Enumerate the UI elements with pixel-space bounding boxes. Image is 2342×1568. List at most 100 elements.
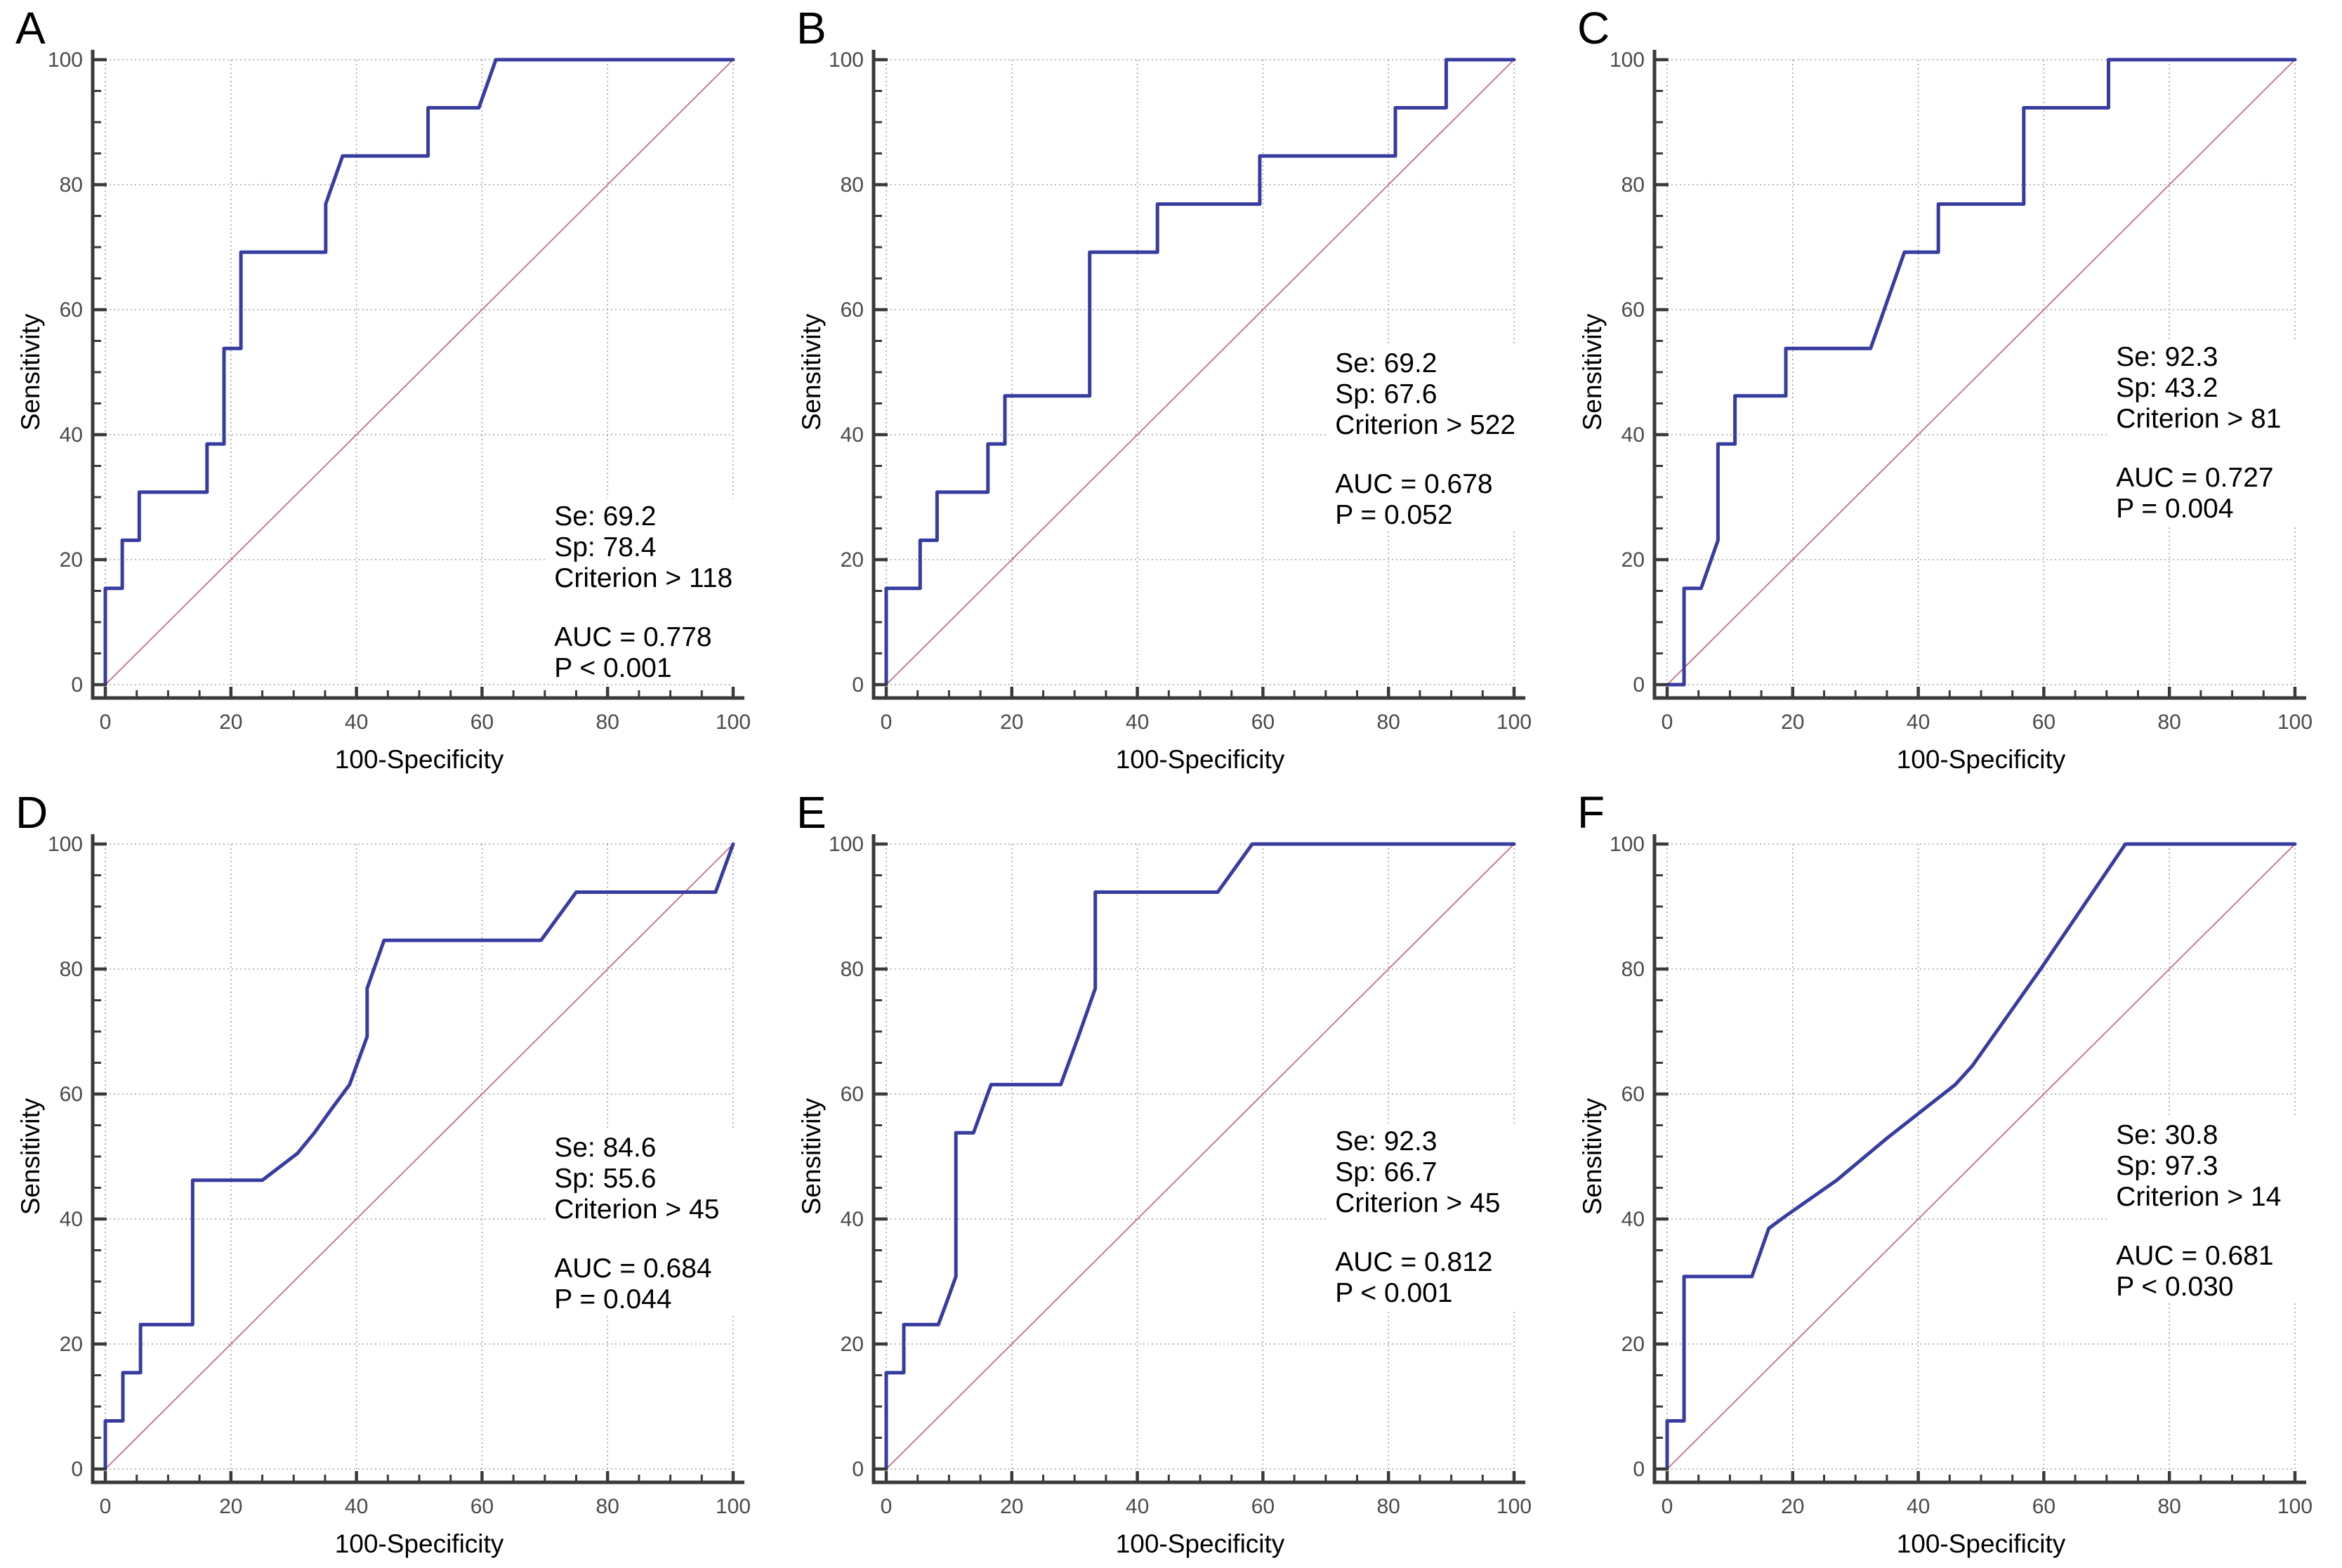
- x-tick-label: 0: [100, 1495, 112, 1518]
- annotation-p: P = 0.052: [1335, 500, 1452, 530]
- reference-diagonal-line: [886, 59, 1515, 685]
- y-tick-label: 0: [71, 1458, 83, 1481]
- y-tick-label: 0: [852, 673, 864, 697]
- x-tick-label: 40: [1907, 711, 1930, 734]
- roc-curve: [884, 58, 1516, 687]
- y-tick-label: 100: [829, 48, 864, 72]
- x-tick-label: 0: [881, 711, 893, 734]
- y-tick-label: 0: [1633, 1458, 1645, 1481]
- reference-diagonal-line: [1666, 59, 2296, 685]
- x-tick-label: 100: [1496, 1495, 1532, 1518]
- y-tick-label: 60: [841, 1083, 864, 1106]
- x-tick-label: 40: [1126, 1495, 1149, 1518]
- roc-chart-c: 00 20 20 40 40 60 60 80 80 100 100 100-Specificity S…: [1562, 0, 2342, 784]
- roc-curve: [1665, 842, 2297, 1471]
- x-tick-label: 0: [881, 1495, 893, 1518]
- y-tick-label: 20: [60, 1333, 83, 1356]
- annotation-se: Se: 84.6: [554, 1133, 656, 1163]
- annotation-sp: Sp: 43.2: [2116, 373, 2218, 403]
- annotation-criterion: Criterion > 45: [1335, 1188, 1500, 1218]
- roc-curve: [884, 842, 1516, 1471]
- annotation-p: P < 0.030: [2116, 1272, 2233, 1302]
- roc-chart-a: 00 20 20 40 40 60 60 80 80 100 100 100-Specificity S…: [0, 0, 780, 784]
- x-tick-label: 80: [2158, 711, 2181, 734]
- y-tick-label: 80: [1621, 958, 1645, 981]
- x-tick-label: 60: [1251, 711, 1275, 734]
- x-tick-label: 20: [219, 711, 242, 734]
- y-tick-label: 100: [48, 833, 83, 856]
- annotation-se: Se: 92.3: [1335, 1126, 1437, 1157]
- annotation-background: [1328, 1124, 1555, 1310]
- roc-chart-e: 00 20 20 40 40 60 60 80 80 100 100 100-Specificity S…: [781, 784, 1561, 1568]
- annotation-sp: Sp: 78.4: [554, 532, 656, 562]
- annotation-criterion: Criterion > 118: [554, 563, 732, 593]
- panel-letter: F: [1577, 787, 1605, 838]
- annotation-criterion: Criterion > 81: [2116, 404, 2281, 434]
- annotation-se: Se: 69.2: [554, 501, 656, 532]
- annotation-se: Se: 30.8: [2116, 1120, 2218, 1150]
- x-tick-label: 60: [1251, 1495, 1275, 1518]
- panel-a: 0 0 20 20 40 40 60 60 80 80 100 100 100-Specificity S…: [0, 0, 780, 784]
- x-axis-label: 100-Specificity: [1116, 745, 1285, 774]
- y-tick-label: 40: [60, 1208, 83, 1231]
- annotation-background: [547, 1130, 774, 1315]
- panel-b: 0 0 20 20 40 40 60 60 80 80 100 100 100-Specificity S…: [781, 0, 1561, 784]
- x-tick-label: 100: [716, 1495, 751, 1518]
- panel-letter: A: [15, 3, 46, 53]
- annotation-p: P < 0.001: [1335, 1278, 1452, 1308]
- panel-e: 0 0 20 20 40 40 60 60 80 80 100 100 100-Specificity S…: [781, 784, 1561, 1568]
- x-tick-label: 100: [1496, 711, 1532, 734]
- y-tick-label: 40: [841, 423, 864, 447]
- annotation-sp: Sp: 55.6: [554, 1164, 656, 1194]
- x-tick-label: 20: [219, 1495, 242, 1518]
- annotation-auc: AUC = 0.778: [554, 622, 711, 652]
- annotation-sp: Sp: 66.7: [1335, 1157, 1437, 1187]
- y-tick-label: 40: [1621, 423, 1645, 447]
- y-tick-label: 80: [60, 958, 83, 981]
- roc-curve: [103, 58, 735, 687]
- y-tick-label: 20: [1621, 548, 1645, 572]
- roc-chart-d: 00 20 20 40 40 60 60 80 80 100 100 100-Specificity S…: [0, 784, 780, 1568]
- y-tick-label: 80: [1621, 173, 1645, 197]
- panel-d: 0 0 20 20 40 40 60 60 80 80 100 100 100-Specificity S…: [0, 784, 780, 1568]
- y-axis-label: Sensitivity: [1578, 313, 1607, 430]
- x-tick-label: 100: [716, 711, 751, 734]
- panel-c: 0 0 20 20 40 40 60 60 80 80 100 100 100-Specificity S…: [1562, 0, 2342, 784]
- annotation-se: Se: 69.2: [1335, 348, 1437, 378]
- x-tick-label: 0: [1662, 1495, 1673, 1518]
- y-tick-label: 40: [841, 1208, 864, 1231]
- x-axis-label: 100-Specificity: [1897, 1529, 2066, 1558]
- y-tick-label: 0: [1633, 673, 1645, 697]
- annotation-criterion: Criterion > 14: [2116, 1182, 2281, 1212]
- annotation-p: P = 0.004: [2116, 494, 2233, 524]
- y-tick-label: 60: [1621, 1083, 1645, 1106]
- panel-letter: E: [796, 787, 827, 838]
- annotation-auc: AUC = 0.678: [1335, 469, 1492, 499]
- roc-chart-b: 00 20 20 40 40 60 60 80 80 100 100 100-Specificity S…: [781, 0, 1561, 784]
- annotation-background: [547, 499, 774, 685]
- reference-diagonal-line: [1666, 843, 2296, 1470]
- y-tick-label: 20: [841, 1333, 864, 1356]
- x-tick-label: 40: [1907, 1495, 1930, 1518]
- y-tick-label: 20: [1621, 1333, 1645, 1356]
- y-tick-label: 40: [1621, 1208, 1645, 1231]
- y-tick-label: 100: [829, 833, 864, 856]
- annotation-auc: AUC = 0.681: [2116, 1241, 2273, 1271]
- roc-chart-f: 00 20 20 40 40 60 60 80 80 100 100 100-Specificity S…: [1562, 784, 2342, 1568]
- reference-diagonal-line: [105, 843, 734, 1470]
- x-axis-label: 100-Specificity: [1116, 1529, 1285, 1558]
- panel-letter: C: [1577, 3, 1610, 53]
- annotation-criterion: Criterion > 522: [1335, 410, 1515, 440]
- x-tick-label: 60: [2032, 1495, 2055, 1518]
- y-tick-label: 0: [71, 673, 83, 697]
- x-tick-label: 80: [2158, 1495, 2181, 1518]
- x-tick-label: 40: [345, 1495, 368, 1518]
- x-axis-label: 100-Specificity: [335, 1529, 504, 1558]
- x-tick-label: 0: [1662, 711, 1673, 734]
- x-tick-label: 80: [596, 711, 619, 734]
- y-tick-label: 60: [841, 298, 864, 322]
- y-axis-label: Sensitivity: [16, 1098, 45, 1215]
- x-tick-label: 60: [471, 1495, 494, 1518]
- annotation-background: [1328, 345, 1555, 531]
